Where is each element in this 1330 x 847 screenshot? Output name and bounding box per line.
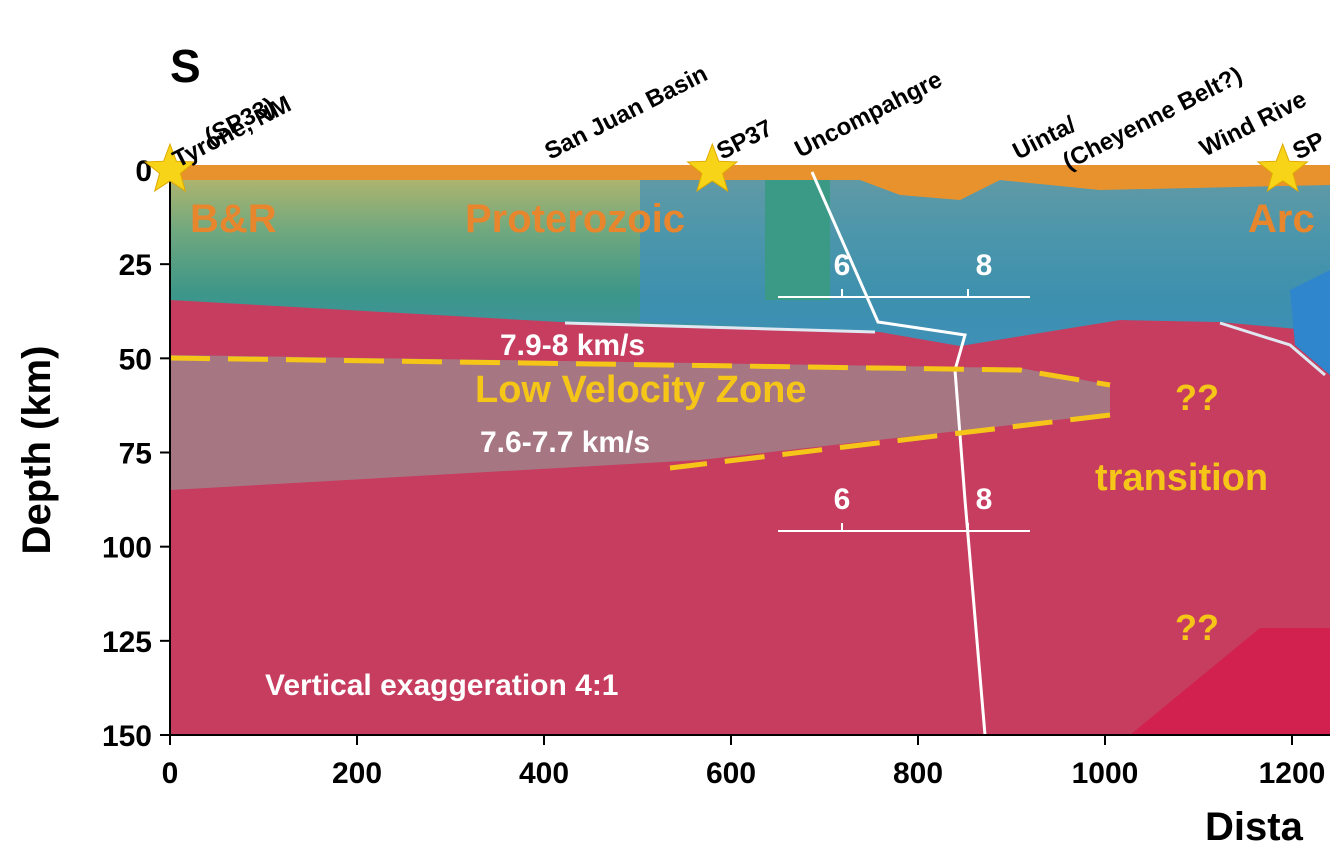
x-tick-label: 0	[162, 757, 179, 790]
velocity-tick-label: 8	[976, 249, 993, 282]
y-tick-label: 125	[102, 626, 152, 659]
annotation: transition	[1095, 457, 1268, 499]
annotation: ??	[1175, 377, 1219, 418]
x-tick-label: 200	[332, 757, 382, 790]
y-tick-label: 0	[135, 155, 152, 188]
panel-letter: S	[170, 40, 201, 92]
figure: S Dista Depth (km) 0 25 50 75 100 125 150 0 200 4…	[0, 0, 1330, 847]
y-axis-label: Depth (km)	[15, 346, 59, 555]
site-label: SP	[1288, 127, 1329, 166]
annotation: 7.9-8 km/s	[500, 329, 645, 362]
site-label: (Cheyenne Belt?)	[1058, 62, 1246, 176]
region-label: B&R	[190, 197, 277, 241]
x-tick-label: 800	[893, 757, 943, 790]
annotation: Vertical exaggeration 4:1	[265, 669, 619, 702]
y-tick-label: 75	[119, 438, 152, 471]
section	[170, 165, 1330, 735]
region-label: Proterozoic	[465, 197, 685, 241]
velocity-tick-label: 6	[834, 483, 851, 516]
y-tick-label: 150	[102, 720, 152, 753]
site-label: Uncompahgre	[790, 66, 946, 163]
uncompahgre-column	[765, 165, 830, 300]
velocity-tick-label: 6	[834, 249, 851, 282]
y-tick-label: 50	[119, 343, 152, 376]
velocity-tick-label: 8	[976, 483, 993, 516]
y-tick-label: 25	[119, 249, 152, 282]
x-tick-label: 1200	[1259, 757, 1326, 790]
x-tick-label: 400	[519, 757, 569, 790]
annotation: 7.6-7.7 km/s	[480, 426, 650, 459]
annotation: ??	[1175, 607, 1219, 648]
site-label: San Juan Basin	[540, 60, 712, 165]
annotation: Low Velocity Zone	[475, 369, 807, 411]
site-label: SP37	[712, 115, 777, 166]
x-tick-label: 1000	[1072, 757, 1139, 790]
region-label: Arc	[1248, 197, 1315, 241]
x-tick-label: 600	[706, 757, 756, 790]
y-tick-label: 100	[102, 532, 152, 565]
x-axis-label: Dista	[1205, 805, 1304, 847]
